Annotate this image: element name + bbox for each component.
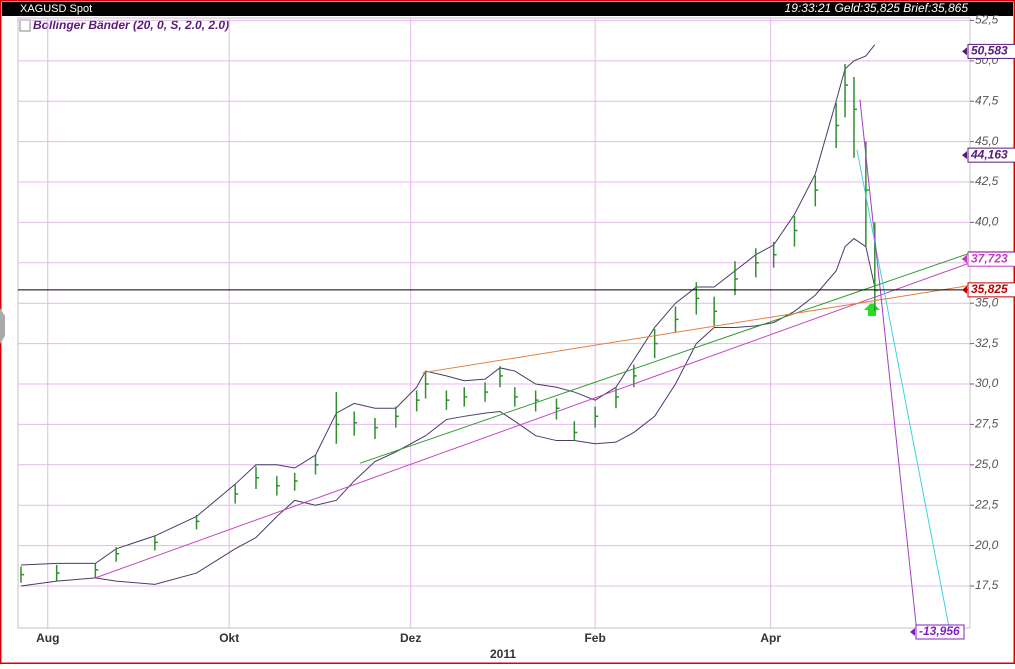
y-tick-label: 35,0 bbox=[975, 295, 999, 309]
x-tick-label: Aug bbox=[36, 631, 59, 645]
price-label-box bbox=[967, 251, 1015, 267]
y-tick-label: 47,5 bbox=[975, 93, 999, 107]
trend-line bbox=[422, 284, 970, 374]
indicator-legend: Bollinger Bänder (20, 0, S, 2.0, 2.0) bbox=[33, 18, 229, 32]
price-marker bbox=[962, 255, 967, 264]
price-label: -13,956 bbox=[919, 624, 960, 638]
y-tick-label: 25,0 bbox=[974, 457, 999, 471]
y-tick-label: 22,5 bbox=[974, 497, 999, 511]
price-label-box bbox=[967, 43, 1015, 59]
price-label-box bbox=[967, 147, 1015, 163]
price-marker bbox=[962, 151, 967, 160]
signal-arrow bbox=[864, 302, 880, 316]
trend-line bbox=[856, 149, 950, 628]
trend-line bbox=[359, 252, 970, 464]
y-tick-label: 40,0 bbox=[975, 215, 999, 229]
bollinger-band bbox=[20, 237, 876, 587]
side-handle bbox=[0, 308, 5, 344]
plot-area bbox=[17, 17, 971, 629]
y-tick-label: 45,0 bbox=[975, 134, 999, 148]
price-marker bbox=[962, 47, 967, 56]
plot-layer bbox=[18, 18, 970, 628]
price-label: 37,723 bbox=[971, 251, 1008, 265]
y-tick-label: 32,5 bbox=[975, 336, 999, 350]
y-tick-label: 30,0 bbox=[975, 376, 999, 390]
x-tick-label: Okt bbox=[219, 631, 239, 645]
bollinger-band bbox=[20, 44, 876, 566]
y-tick-label: 27,5 bbox=[974, 417, 999, 431]
indicator-close-box bbox=[19, 19, 31, 32]
price-label: 35,825 bbox=[971, 282, 1008, 296]
x-tick-label: Feb bbox=[584, 631, 605, 645]
price-label: 44,163 bbox=[970, 147, 1008, 161]
y-tick-label: 20,0 bbox=[974, 538, 999, 552]
instrument-title: XAGUSD Spot bbox=[20, 3, 92, 15]
trend-line bbox=[859, 99, 917, 628]
price-marker bbox=[910, 628, 915, 636]
price-label-box bbox=[967, 282, 1015, 298]
trend-line bbox=[95, 262, 970, 579]
y-tick-label: 17,5 bbox=[975, 578, 999, 592]
y-tick-label: 52,5 bbox=[975, 13, 999, 27]
price-label-box bbox=[915, 624, 965, 640]
x-axis-year: 2011 bbox=[490, 647, 516, 661]
x-tick-label: Apr bbox=[760, 631, 781, 645]
price-label: 50,583 bbox=[971, 44, 1008, 58]
y-tick-label: 42,5 bbox=[975, 174, 999, 188]
quote: 19:33:21 Geld:35,825 Brief:35,865 bbox=[785, 1, 969, 15]
price-marker bbox=[962, 285, 967, 294]
x-tick-label: Dez bbox=[400, 631, 421, 645]
title-bar bbox=[2, 2, 1013, 16]
